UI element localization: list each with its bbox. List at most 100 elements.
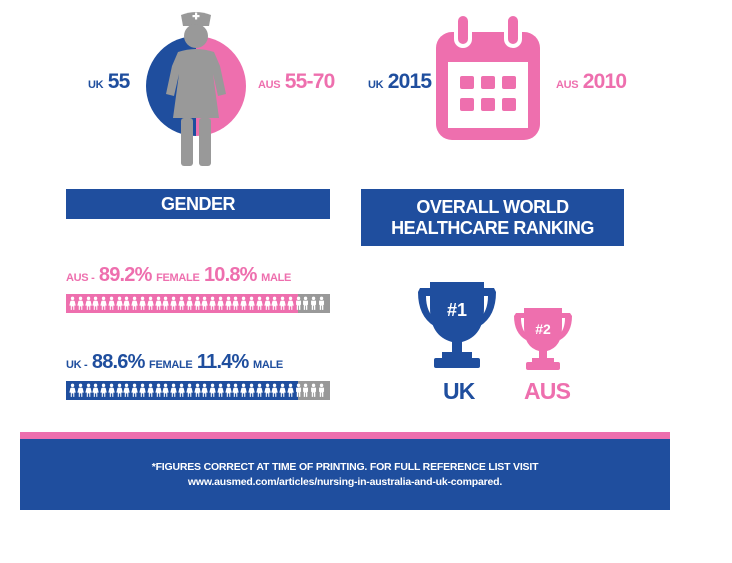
female-person-icon <box>147 296 154 311</box>
male-person-icon <box>295 383 302 398</box>
male-person-icon <box>318 383 325 398</box>
female-label: FEMALE <box>149 359 193 371</box>
footer-note: *FIGURES CORRECT AT TIME OF PRINTING. FO… <box>151 460 539 473</box>
female-person-icon <box>209 296 216 311</box>
aus-gender-stat: AUS - 89.2% FEMALE 10.8% MALE <box>66 264 291 287</box>
female-person-icon <box>170 383 177 398</box>
female-person-icon <box>92 296 100 311</box>
gender-banner: GENDER <box>66 189 330 219</box>
female-person-icon <box>193 383 201 398</box>
female-person-icon <box>178 383 185 398</box>
female-person-icon <box>100 383 107 398</box>
female-person-icon <box>279 296 286 311</box>
female-person-icon <box>147 383 154 398</box>
male-person-icon <box>310 383 317 398</box>
female-person-icon <box>232 296 240 311</box>
uk-prefix: UK - <box>66 359 88 371</box>
female-person-icon <box>271 383 279 398</box>
female-person-icon <box>186 296 193 311</box>
female-person-icon <box>201 296 209 311</box>
female-person-icon <box>193 296 201 311</box>
female-label: FEMALE <box>156 272 200 284</box>
female-person-icon <box>108 383 115 398</box>
female-person-icon <box>84 296 92 311</box>
female-person-icon <box>287 296 294 311</box>
female-person-icon <box>84 383 92 398</box>
male-person-icon <box>295 296 302 311</box>
uk-year-value: 2015 <box>387 70 432 93</box>
male-person-icon <box>318 296 325 311</box>
female-person-icon <box>287 383 294 398</box>
ranking-title-line2: HEALTHCARE RANKING <box>391 217 594 238</box>
female-person-icon <box>116 383 123 398</box>
female-person-icon <box>154 383 162 398</box>
trophy-icon-aus: #2 <box>514 308 572 370</box>
uk-label: UK <box>88 79 104 91</box>
aus-country: AUS <box>524 378 571 404</box>
female-person-icon <box>69 383 76 398</box>
aus-prefix: AUS - <box>66 272 95 284</box>
female-person-icon <box>139 296 146 311</box>
female-person-icon <box>240 383 247 398</box>
male-person-icon <box>310 296 317 311</box>
female-person-icon <box>256 296 263 311</box>
aus-year: AUS 2010 <box>556 70 627 94</box>
gender-title: GENDER <box>160 193 236 214</box>
uk-rank: #1 <box>447 300 467 320</box>
female-person-icon <box>271 296 279 311</box>
female-person-icon <box>178 296 185 311</box>
female-person-icon <box>108 296 115 311</box>
female-person-icon <box>248 383 255 398</box>
female-person-icon <box>240 296 247 311</box>
female-person-icon <box>256 383 263 398</box>
female-person-icon <box>123 296 131 311</box>
female-person-icon <box>224 383 232 398</box>
footer-accent-bar <box>20 432 670 439</box>
uk-retirement-value: 55 <box>107 70 131 93</box>
trophy-icon-uk: #1 <box>418 282 496 368</box>
nurse-icon <box>146 12 246 166</box>
aus-retirement-value: 55-70 <box>284 70 336 93</box>
uk-male-pct: 11.4% <box>196 351 249 373</box>
male-person-icon <box>302 296 309 311</box>
female-person-icon <box>170 296 177 311</box>
aus-gender-bar <box>66 294 330 313</box>
female-person-icon <box>100 296 107 311</box>
aus-female-pct: 89.2% <box>98 264 153 286</box>
uk-label: UK <box>368 79 384 91</box>
female-person-icon <box>217 296 224 311</box>
ranking-banner: OVERALL WORLD HEALTHCARE RANKING <box>361 189 624 246</box>
footer-link[interactable]: www.ausmed.com/articles/nursing-in-austr… <box>187 475 503 488</box>
female-person-icon <box>116 296 123 311</box>
female-person-icon <box>279 383 286 398</box>
aus-retirement: AUS 55-70 <box>258 70 335 94</box>
male-person-icon <box>302 383 309 398</box>
uk-gender-stat: UK - 88.6% FEMALE 11.4% MALE <box>66 351 283 374</box>
female-person-icon <box>92 383 100 398</box>
female-person-icon <box>248 296 255 311</box>
female-person-icon <box>131 296 138 311</box>
uk-retirement: UK 55 <box>88 70 130 94</box>
female-person-icon <box>139 383 146 398</box>
female-person-icon <box>209 383 216 398</box>
aus-male-pct: 10.8% <box>203 264 258 286</box>
aus-label: AUS <box>556 79 579 91</box>
female-person-icon <box>162 383 170 398</box>
ranking-title-line1: OVERALL WORLD <box>416 196 569 217</box>
uk-year: UK 2015 <box>368 70 432 94</box>
female-person-icon <box>77 383 84 398</box>
female-person-icon <box>217 383 224 398</box>
uk-female-pct: 88.6% <box>91 351 146 373</box>
female-person-icon <box>77 296 84 311</box>
female-person-icon <box>154 296 162 311</box>
female-person-icon <box>131 383 138 398</box>
female-person-icon <box>162 296 170 311</box>
female-person-icon <box>186 383 193 398</box>
male-label: MALE <box>261 272 292 284</box>
aus-year-value: 2010 <box>582 70 627 93</box>
female-person-icon <box>263 383 271 398</box>
female-person-icon <box>201 383 209 398</box>
female-person-icon <box>123 383 131 398</box>
female-person-icon <box>224 296 232 311</box>
uk-gender-bar <box>66 381 330 400</box>
